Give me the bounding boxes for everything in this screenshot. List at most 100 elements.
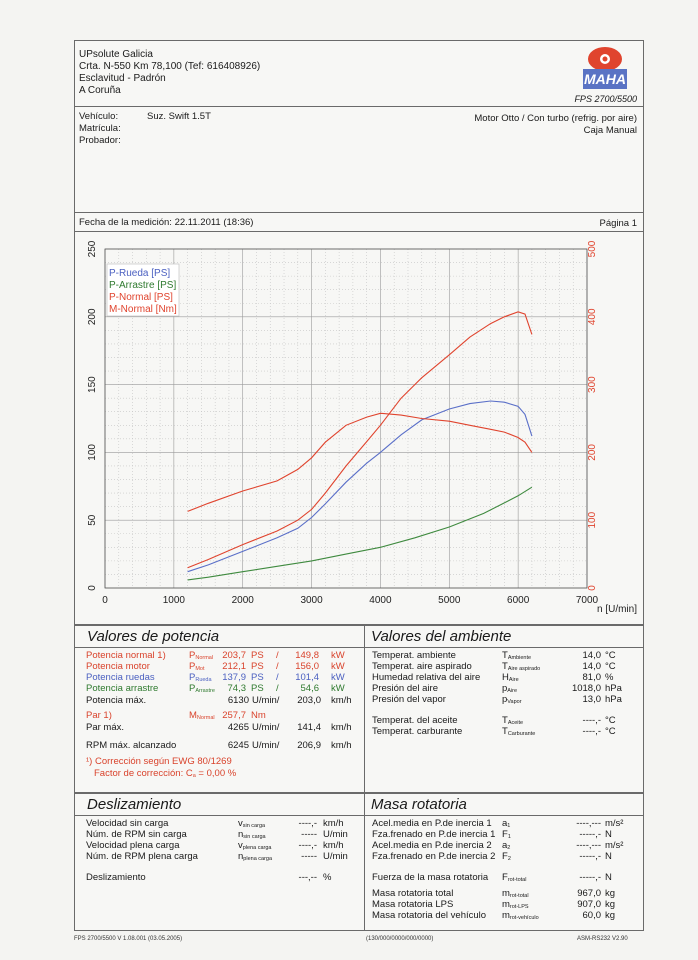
symbol-letter: M bbox=[189, 710, 197, 721]
symbol-subscript: Aire aspirado bbox=[507, 666, 541, 672]
row-label: Acel.media en P.de inercia 2 bbox=[372, 840, 492, 851]
y-right-tick-label: 0 bbox=[587, 585, 598, 591]
symbol: HAire bbox=[502, 672, 519, 686]
symbol-subscript: plena carga bbox=[243, 856, 273, 862]
row-value: 907,0 bbox=[577, 899, 601, 910]
probador-label: Probador: bbox=[79, 135, 121, 146]
par_max-label: Par máx. bbox=[86, 722, 125, 733]
symbol-letter: a bbox=[502, 840, 508, 851]
motor-type: Motor Otto / Con turbo (refrig. por aire… bbox=[474, 113, 637, 124]
footer-version: FPS 2700/5500 V 1.08.001 (03.05.2005) bbox=[74, 936, 183, 942]
footer-interface: ASM-RS232 V2.90 bbox=[577, 936, 628, 942]
model-label: FPS 2700/5500 bbox=[574, 94, 637, 104]
kw-unit: kW bbox=[331, 650, 345, 661]
logo-text: MAHA bbox=[584, 71, 626, 87]
x-tick-label: 7000 bbox=[576, 595, 599, 606]
kw-unit: kW bbox=[331, 672, 345, 683]
factor-value: = 0,00 % bbox=[195, 768, 237, 779]
y-right-tick-label: 300 bbox=[587, 376, 598, 393]
symbol-subscript: sin carga bbox=[243, 834, 266, 840]
row-unit: N bbox=[605, 872, 612, 883]
symbol: TAceite bbox=[502, 715, 523, 729]
par-value: 257,7 bbox=[222, 710, 246, 721]
kw-unit: kW bbox=[331, 661, 345, 672]
symbol-subscript: Normal bbox=[195, 655, 214, 661]
symbol-subscript: rot-vehículo bbox=[509, 915, 539, 921]
factor-label: Factor de corrección: C bbox=[94, 768, 193, 779]
row-value: ----,- bbox=[298, 840, 317, 851]
row-label: Acel.media en P.de inercia 1 bbox=[372, 818, 492, 829]
legend-item: P-Rueda [PS] bbox=[109, 268, 170, 279]
symbol-subscript: Aire bbox=[507, 688, 518, 694]
measurement-date: Fecha de la medición: 22.11.2011 (18:36) bbox=[79, 217, 254, 228]
row-label: Velocidad sin carga bbox=[86, 818, 169, 829]
symbol-letter: T bbox=[502, 661, 508, 672]
symbol-letter: T bbox=[502, 715, 508, 726]
potencia-title: Valores de potencia bbox=[87, 628, 220, 645]
row-label: Fza.frenado en P.de inercia 1 bbox=[372, 829, 496, 840]
row-value: ----,- bbox=[582, 715, 601, 726]
symbol-letter: T bbox=[502, 726, 508, 737]
row-unit: m/s² bbox=[605, 818, 624, 829]
row-value: -----,- bbox=[579, 829, 601, 840]
symbol-letter: n bbox=[238, 829, 244, 840]
symbol-letter: n bbox=[238, 851, 244, 862]
row-unit: kg bbox=[605, 910, 616, 921]
row-value: ----,--- bbox=[576, 818, 601, 829]
symbol: PRueda bbox=[189, 672, 212, 686]
symbol-letter: p bbox=[502, 694, 508, 705]
symbol: TAmbiente bbox=[502, 650, 531, 664]
par-unit: Nm bbox=[251, 710, 266, 721]
header-frame: UPsolute Galicia Crta. N-550 Km 78,100 (… bbox=[74, 40, 644, 107]
y-left-tick-label: 200 bbox=[87, 308, 98, 325]
symbol: TAire aspirado bbox=[502, 661, 540, 675]
company-name: UPsolute Galicia bbox=[79, 49, 153, 60]
symbol-letter: a bbox=[502, 818, 508, 829]
row-unit: N bbox=[605, 829, 612, 840]
symbol-letter: m bbox=[502, 888, 510, 899]
company-city: Esclavitud - Padrón bbox=[79, 73, 166, 84]
row-unit: km/h bbox=[323, 818, 344, 829]
company-region: A Coruña bbox=[79, 85, 121, 96]
symbol-subscript: Ambiente bbox=[507, 655, 532, 661]
row-unit: hPa bbox=[605, 683, 622, 694]
row-value: 13,0 bbox=[582, 694, 602, 705]
symbol-subscript: 2 bbox=[507, 856, 511, 862]
row-value: 1018,0 bbox=[571, 683, 601, 694]
row-value: -----,- bbox=[579, 872, 601, 883]
symbol-subscript: plena carga bbox=[242, 845, 272, 851]
series-line-3 bbox=[187, 412, 533, 512]
symbol-subscript: Arrastre bbox=[195, 688, 215, 694]
row-unit: U/min bbox=[323, 851, 348, 862]
y-right-tick-label: 500 bbox=[587, 240, 598, 257]
symbol: pVapor bbox=[502, 694, 522, 708]
separator: / bbox=[276, 661, 279, 672]
series-line-2 bbox=[187, 311, 533, 569]
symbol-subscript: Carburante bbox=[507, 731, 536, 737]
legend-item: M-Normal [Nm] bbox=[109, 304, 177, 315]
row-label: Núm. de RPM sin carga bbox=[86, 829, 187, 840]
symbol-subscript: Aire bbox=[508, 677, 519, 683]
row-label: Masa rotatoria LPS bbox=[372, 899, 454, 910]
symbol: MNormal bbox=[189, 710, 215, 724]
vehiculo-value: Suz. Swift 1.5T bbox=[147, 111, 211, 122]
vehiculo-label: Vehículo: bbox=[79, 111, 119, 122]
legend-item: P-Arrastre [PS] bbox=[109, 280, 176, 291]
ps-unit: PS bbox=[251, 650, 264, 661]
row-value: 14,0 bbox=[582, 650, 602, 661]
y-right-tick-label: 400 bbox=[587, 308, 598, 325]
page-number: Página 1 bbox=[599, 218, 637, 229]
row-unit: hPa bbox=[605, 694, 622, 705]
plot-area bbox=[104, 248, 588, 589]
x-tick-label: 2000 bbox=[232, 595, 255, 606]
row-value: 967,0 bbox=[577, 888, 601, 899]
slip-value: ---,-- bbox=[298, 872, 317, 883]
row-value: ----,- bbox=[582, 726, 601, 737]
separator: / bbox=[276, 672, 279, 683]
symbol: mrot-total bbox=[502, 888, 529, 902]
rpm-unit: U/min/ bbox=[252, 722, 280, 733]
row-label: Fza.frenado en P.de inercia 2 bbox=[372, 851, 496, 862]
x-tick-label: 1000 bbox=[163, 595, 186, 606]
row-value: -----,- bbox=[579, 851, 601, 862]
